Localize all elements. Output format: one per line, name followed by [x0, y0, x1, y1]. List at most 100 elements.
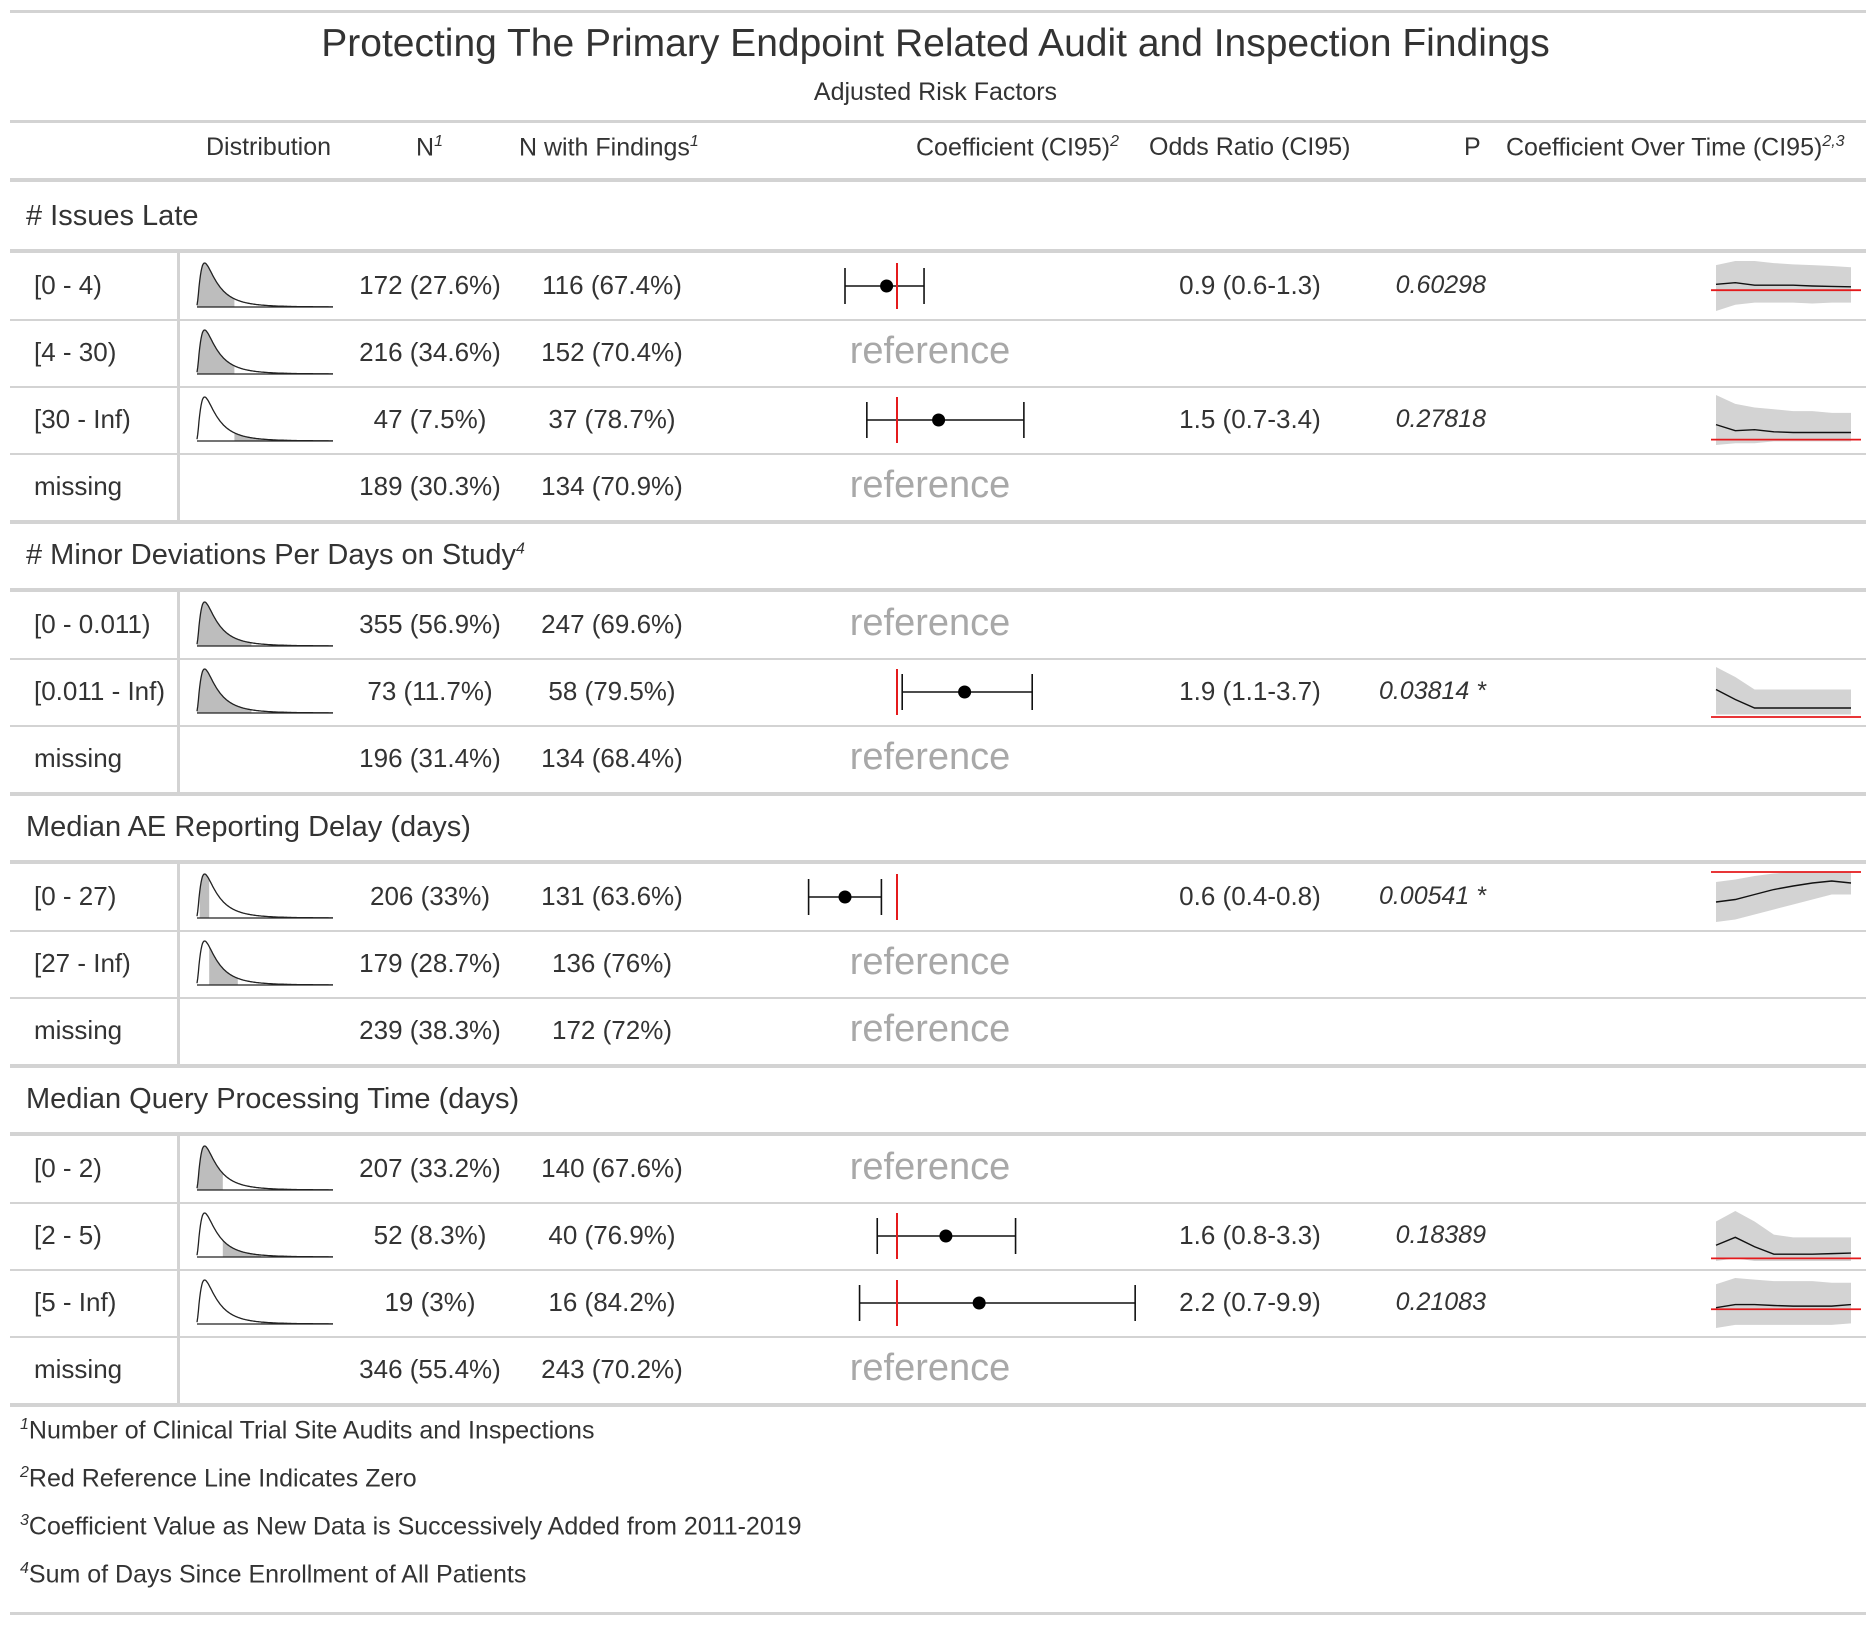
group-rule — [10, 860, 1866, 864]
row-n: 239 (38.3%) — [359, 1015, 501, 1045]
distribution-shade — [222, 1240, 261, 1257]
row-n: 189 (30.3%) — [359, 471, 501, 501]
footnote-mark: 2 — [20, 1464, 29, 1481]
header-coefficient: Coefficient (CI95)2 — [916, 133, 1119, 162]
forest-plot — [844, 263, 925, 309]
row-p-value: 0.60298 — [1395, 271, 1486, 299]
group-bottom-rule — [10, 792, 1866, 796]
table-row: missing 239 (38.3%) 172 (72%) reference — [0, 998, 1871, 1065]
table-row: [27 - Inf) 179 (28.7%) 136 (76%) reference — [0, 931, 1871, 998]
table-row: [0 - 2) 207 (33.2%) 140 (67.6%) reference — [0, 1136, 1871, 1203]
forest-plot — [896, 669, 1033, 715]
coef-time-line — [1715, 281, 1852, 288]
header-bottom-rule — [10, 178, 1866, 182]
header-coef-time-sup: 2,3 — [1822, 133, 1845, 150]
distribution-shade — [197, 263, 235, 307]
distribution-plot — [196, 1212, 333, 1258]
coefficient-point — [972, 1296, 986, 1310]
group-rule — [10, 249, 1866, 253]
row-divider — [10, 1202, 1866, 1204]
row-odds-ratio: 0.9 (0.6-1.3) — [1179, 270, 1321, 300]
row-label: [30 - Inf) — [34, 404, 131, 434]
coef-time-line — [1715, 880, 1852, 903]
table-row: missing 346 (55.4%) 243 (70.2%) reference — [0, 1337, 1871, 1404]
row-label: missing — [34, 743, 123, 773]
reference-label: reference — [849, 330, 1011, 372]
row-divider — [10, 1269, 1866, 1271]
coef-time-line — [1715, 1303, 1852, 1309]
coef-time-band — [1716, 1278, 1851, 1328]
coef-time-band — [1716, 667, 1851, 715]
row-n: 19 (3%) — [384, 1287, 476, 1317]
header-coefficient-sup: 2 — [1110, 133, 1119, 150]
reference-label: reference — [849, 464, 1011, 506]
distribution-plot — [196, 329, 333, 375]
coef-time-band — [1716, 261, 1851, 311]
header-n-findings-sup: 1 — [689, 133, 699, 150]
row-n-findings: 136 (76%) — [552, 948, 672, 978]
distribution-curve — [196, 1279, 333, 1325]
table-row: [0 - 27) 206 (33%) 131 (63.6%) 0.6 (0.4-0.8… — [0, 864, 1871, 931]
row-odds-ratio: 1.6 (0.8-3.3) — [1179, 1220, 1321, 1250]
row-odds-ratio: 1.9 (1.1-3.7) — [1179, 676, 1321, 706]
distribution-plot — [196, 396, 333, 442]
coef-time-line — [1715, 423, 1851, 434]
row-n: 172 (27.6%) — [359, 270, 501, 300]
footnote-mark: 3 — [20, 1512, 29, 1529]
row-divider — [10, 997, 1866, 999]
forest-plot — [807, 874, 898, 920]
table-row: [0 - 4) 172 (27.6%) 116 (67.4%) 0.9 (0.6-1.… — [0, 253, 1871, 320]
row-n-findings: 247 (69.6%) — [541, 609, 683, 639]
row-n: 47 (7.5%) — [373, 404, 487, 434]
forest-plot — [866, 397, 1025, 443]
group-heading-label: # Minor Deviations Per Days on Study — [26, 539, 516, 571]
footnote: 2Red Reference Line Indicates Zero — [20, 1464, 417, 1493]
row-n-findings: 40 (76.9%) — [548, 1220, 676, 1250]
table-row: [0 - 0.011) 355 (56.9%) 247 (69.6%) referen… — [0, 592, 1871, 659]
row-n-findings: 243 (70.2%) — [541, 1354, 683, 1384]
row-odds-ratio: 1.5 (0.7-3.4) — [1179, 404, 1321, 434]
coef-over-time-plot — [1711, 395, 1861, 445]
footnote-text: Coefficient Value as New Data is Success… — [28, 1512, 802, 1541]
coef-time-band — [1716, 1211, 1851, 1261]
row-divider — [10, 319, 1866, 321]
coef-over-time-plot — [1711, 871, 1861, 922]
header-coef-time: Coefficient Over Time (CI95)2,3 — [1506, 133, 1845, 162]
row-label: [0 - 0.011) — [34, 609, 151, 639]
row-p-value: 0.27818 — [1395, 405, 1486, 433]
header-n-findings-label: N with Findings — [519, 133, 690, 162]
row-divider — [10, 930, 1866, 932]
group-heading: Median Query Processing Time (days) — [26, 1083, 519, 1116]
row-odds-ratio: 0.6 (0.4-0.8) — [1179, 881, 1321, 911]
distribution-shade — [197, 669, 252, 713]
footnote-text: Number of Clinical Trial Site Audits and… — [28, 1416, 595, 1445]
distribution-plot — [196, 940, 333, 986]
row-divider — [10, 1336, 1866, 1338]
distribution-plot — [196, 668, 333, 714]
row-p-value: 0.18389 — [1395, 1221, 1486, 1249]
row-n-findings: 172 (72%) — [552, 1015, 672, 1045]
distribution-shade — [197, 330, 235, 374]
row-p-value: 0.00541 * — [1378, 882, 1486, 910]
row-n: 216 (34.6%) — [359, 337, 501, 367]
row-label: [0 - 2) — [34, 1153, 102, 1183]
label-column-divider — [177, 1136, 180, 1404]
table-row: [0.011 - Inf) 73 (11.7%) 58 (79.5%) 1.9 (1.… — [0, 659, 1871, 726]
group-heading-label: Median Query Processing Time (days) — [26, 1083, 520, 1115]
distribution-shade — [209, 946, 238, 985]
header-distribution: Distribution — [206, 133, 332, 161]
table-title: Protecting The Primary Endpoint Related … — [321, 22, 1550, 65]
row-n: 346 (55.4%) — [359, 1354, 501, 1384]
header-n: N1 — [416, 133, 443, 162]
row-n-findings: 58 (79.5%) — [548, 676, 676, 706]
distribution-plot — [196, 1279, 333, 1325]
row-p-value: 0.21083 — [1395, 1288, 1486, 1316]
reference-label: reference — [849, 1008, 1011, 1050]
footnote-text: Red Reference Line Indicates Zero — [28, 1464, 417, 1493]
row-divider — [10, 386, 1866, 388]
reference-label: reference — [849, 1347, 1011, 1389]
group-heading-label: Median AE Reporting Delay (days) — [26, 811, 471, 843]
row-label: [4 - 30) — [34, 337, 117, 367]
coefficient-point — [880, 279, 894, 293]
header-coef-time-label: Coefficient Over Time (CI95) — [1506, 133, 1823, 162]
